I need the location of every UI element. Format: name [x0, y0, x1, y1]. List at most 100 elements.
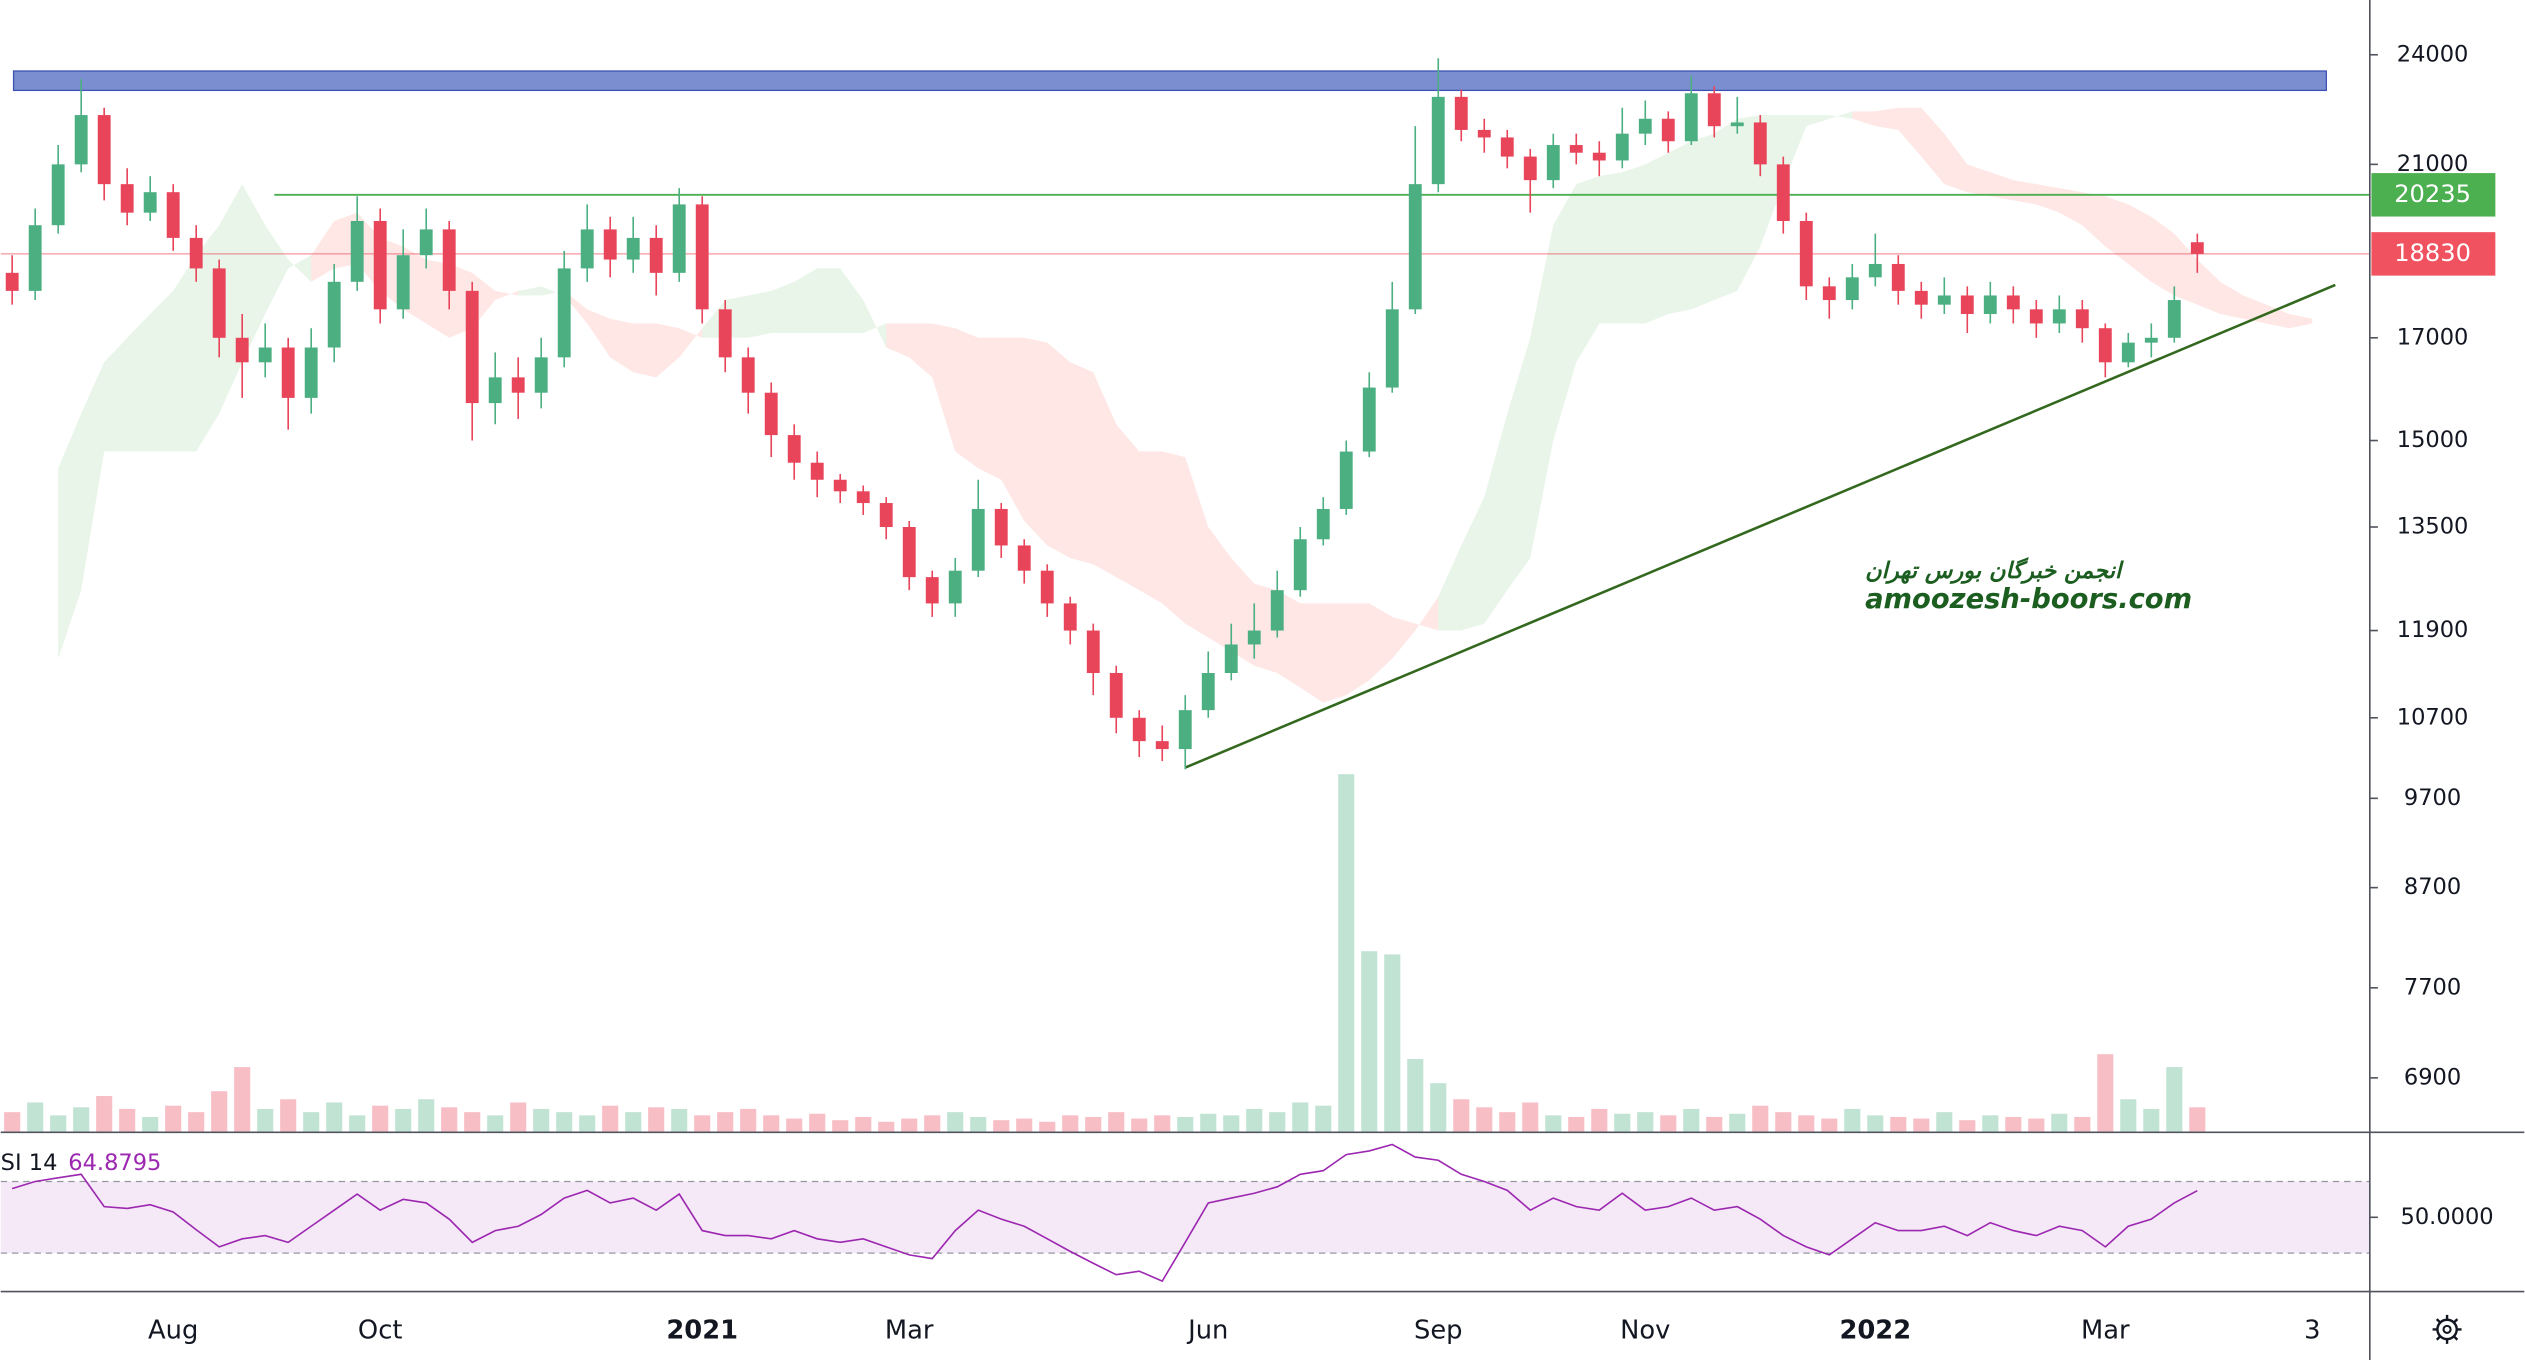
- volume-bar: [2189, 1107, 2206, 1132]
- ichimoku-cloud: [2289, 314, 2313, 329]
- ichimoku-cloud: [265, 225, 289, 315]
- volume-bar: [1338, 774, 1355, 1132]
- candle-body: [511, 377, 525, 393]
- volume-bar: [901, 1118, 918, 1132]
- candle-body: [626, 237, 640, 260]
- volume-bar: [1706, 1116, 1723, 1132]
- ichimoku-cloud: [1921, 107, 1945, 185]
- rsi-tick-label: 50.0000: [2401, 1204, 2494, 1230]
- candle-body: [419, 229, 433, 256]
- volume-bar: [1660, 1115, 1677, 1132]
- candle-body: [350, 220, 364, 282]
- volume-bar: [1016, 1118, 1033, 1132]
- ichimoku-cloud: [1461, 497, 1485, 631]
- volume-bar: [1223, 1115, 1240, 1132]
- ichimoku-cloud: [127, 314, 151, 452]
- ichimoku-cloud: [150, 290, 174, 452]
- volume-bar: [73, 1107, 90, 1132]
- ichimoku-cloud: [817, 268, 841, 333]
- candle-body: [51, 164, 65, 226]
- y-tick-label: 24000: [2397, 41, 2469, 67]
- ichimoku-cloud: [2197, 259, 2221, 315]
- x-tick-label: Sep: [1414, 1316, 1463, 1346]
- ichimoku-cloud: [587, 309, 611, 358]
- candle-body: [1040, 570, 1054, 604]
- ichimoku-cloud: [1208, 527, 1232, 652]
- volume-bar: [1522, 1102, 1539, 1132]
- volume-bar: [1867, 1115, 1884, 1132]
- trend-line: [1184, 283, 2336, 769]
- candle-body: [5, 272, 19, 291]
- candle-body: [580, 229, 594, 269]
- candle-body: [97, 115, 111, 185]
- ichimoku-cloud: [1001, 337, 1025, 521]
- ichimoku-cloud: [1024, 337, 1048, 546]
- ichimoku-cloud: [2082, 192, 2106, 247]
- ichimoku-cloud: [2013, 180, 2037, 205]
- candle-body: [1385, 309, 1399, 388]
- volume-bar: [1476, 1107, 1493, 1132]
- volume-bar: [119, 1108, 136, 1132]
- volume-bar: [234, 1067, 251, 1132]
- volume-bar: [671, 1108, 688, 1132]
- ichimoku-cloud: [1484, 413, 1508, 624]
- ichimoku-cloud: [955, 328, 979, 469]
- rsi-line: [11, 1143, 2198, 1283]
- volume-bar: [602, 1105, 619, 1132]
- ichimoku-cloud: [1185, 457, 1209, 638]
- ichimoku-cloud: [1645, 152, 1669, 324]
- volume-bar: [1913, 1118, 1930, 1132]
- volume-bar: [1499, 1112, 1516, 1132]
- candle-body: [189, 237, 203, 269]
- ichimoku-cloud: [2036, 184, 2060, 213]
- volume-bar: [533, 1108, 550, 1132]
- settings-gear[interactable]: [2432, 1314, 2462, 1344]
- candle-body: [1017, 545, 1031, 571]
- ichimoku-cloud: [656, 323, 680, 378]
- ichimoku-cloud: [81, 362, 105, 591]
- volume-bar: [464, 1112, 481, 1132]
- candle-body: [327, 281, 341, 348]
- watermark-site: amoozesh-boors.com: [1865, 584, 2192, 615]
- x-tick-label: 3: [2304, 1316, 2320, 1346]
- volume-bar: [487, 1115, 504, 1132]
- ichimoku-cloud: [633, 323, 657, 378]
- gear-teeth: [2432, 1314, 2462, 1344]
- candle-body: [1960, 295, 1974, 315]
- candle-body: [2167, 300, 2181, 338]
- candle-body: [74, 115, 88, 165]
- price-line-label: 20235: [2394, 180, 2471, 208]
- candle-body: [1477, 129, 1491, 138]
- ichimoku-cloud: [2128, 204, 2152, 282]
- candle-body: [741, 357, 755, 393]
- volume-bar: [2097, 1054, 2114, 1132]
- candle-body: [304, 347, 318, 398]
- candle-body: [1776, 164, 1790, 221]
- ichimoku-cloud: [1116, 424, 1140, 591]
- candle-body: [1362, 387, 1376, 452]
- candle-body: [856, 491, 870, 504]
- volume-bar: [4, 1112, 21, 1132]
- candle-body: [1109, 673, 1123, 718]
- volume-bar: [740, 1108, 757, 1132]
- volume-bar: [349, 1115, 366, 1132]
- candle-body: [2075, 309, 2089, 329]
- volume-bar: [2051, 1113, 2068, 1132]
- ichimoku-cloud: [1714, 118, 1738, 301]
- volume-bar: [855, 1116, 872, 1132]
- candle-body: [373, 220, 387, 310]
- volume-bar: [1154, 1115, 1171, 1132]
- volume-bar: [832, 1120, 849, 1132]
- volume-bar: [2005, 1116, 2022, 1132]
- candle-body: [465, 290, 479, 404]
- x-tick-label: Aug: [148, 1316, 198, 1346]
- price-line-label-box: [2371, 173, 2496, 217]
- candle-body: [1270, 590, 1284, 631]
- candle-body: [1937, 295, 1951, 305]
- candle-body: [2098, 328, 2112, 363]
- volume-bar: [1315, 1105, 1332, 1132]
- volume-bar: [1131, 1118, 1148, 1132]
- candle-body: [1293, 539, 1307, 591]
- candle-body: [2144, 337, 2158, 343]
- volume-bar: [1821, 1118, 1838, 1132]
